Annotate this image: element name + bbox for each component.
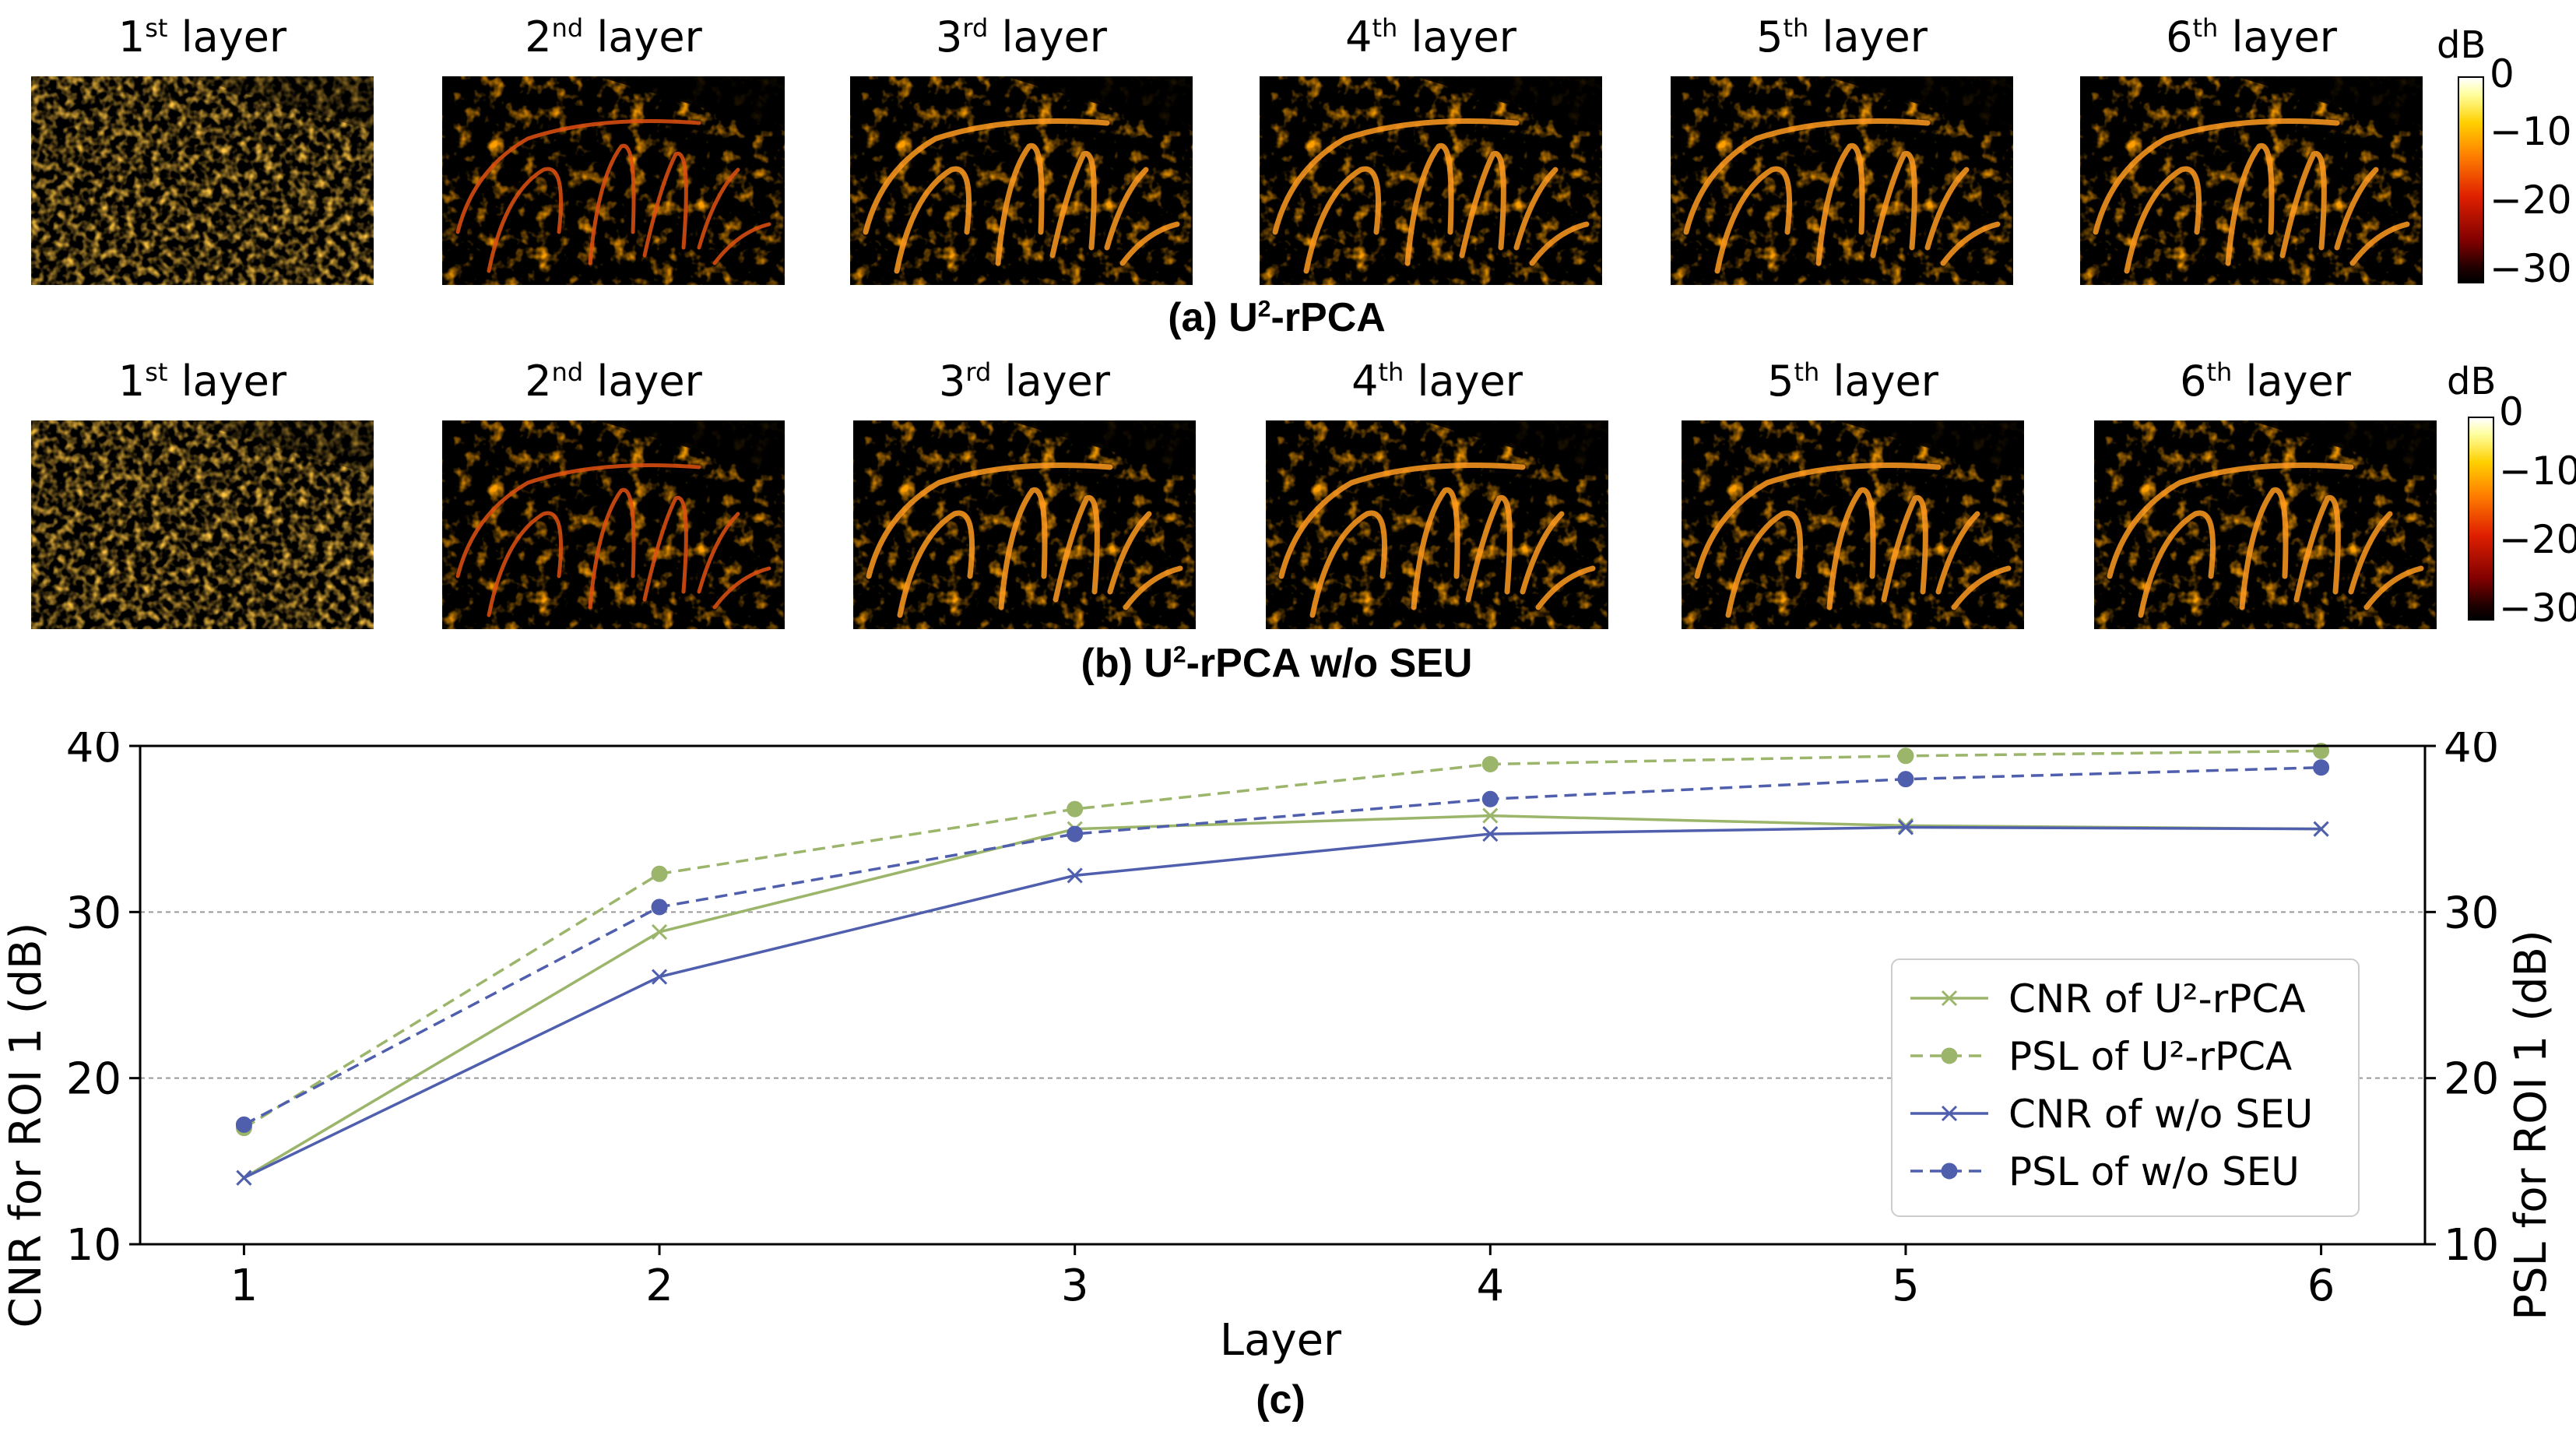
- colorbar-a-tick-30: −30: [2490, 246, 2572, 291]
- series-3-point: [1897, 771, 1914, 788]
- row-b-image-2: [442, 420, 785, 629]
- colorbar-a-tick-10: −10: [2490, 109, 2572, 154]
- colorbar-b: [2468, 417, 2494, 621]
- y-tick-label-right: 30: [2444, 888, 2499, 938]
- colorbar-b-tick-0: 0: [2499, 389, 2524, 434]
- colorbar-a-tick-20: −20: [2490, 178, 2572, 223]
- row-a-image-2: [442, 76, 785, 285]
- row-b-image-4: [1266, 420, 1608, 629]
- caption-a: (a) U2-rPCA: [1168, 295, 1386, 340]
- y-tick-label-right: 20: [2444, 1054, 2499, 1105]
- legend-marker-3: [1941, 1162, 1958, 1180]
- y-tick-label-right: 10: [2444, 1220, 2499, 1271]
- series-line-1: [243, 749, 2321, 1130]
- row-b-title-6: 6th layer: [2180, 357, 2351, 406]
- series-3-point: [651, 899, 668, 916]
- series-1-point: [1067, 800, 1084, 818]
- y-tick-label-left: 20: [66, 1054, 121, 1105]
- legend-label-3: PSL of w/o SEU: [2008, 1149, 2300, 1194]
- row-a-image-6: [2080, 76, 2423, 285]
- colorbar-b-unit: dB: [2447, 360, 2497, 403]
- series-3-point: [235, 1116, 252, 1133]
- row-a-title-1: 1st layer: [118, 12, 287, 62]
- series-2-point: [2313, 821, 2329, 837]
- series-1-point: [651, 865, 668, 882]
- row-a-title-3: 3rd layer: [936, 12, 1107, 62]
- caption-b: (b) U2-rPCA w/o SEU: [1081, 641, 1473, 686]
- legend-box: [1891, 958, 2360, 1217]
- series-2-point: [1482, 826, 1499, 842]
- x-tick-label: 4: [1476, 1261, 1504, 1311]
- series-0-point: [1897, 818, 1914, 834]
- colorbar-a: [2458, 76, 2484, 283]
- series-0-point: [651, 923, 668, 940]
- x-tick-label: 6: [2307, 1261, 2335, 1311]
- x-tick-label: 3: [1061, 1261, 1089, 1311]
- series-3-point: [2313, 759, 2330, 776]
- series-lines: [235, 742, 2330, 1186]
- legend-marker-2: [1941, 1105, 1958, 1122]
- row-a-image-4: [1260, 76, 1602, 285]
- row-b-image-5: [1682, 420, 2024, 629]
- y-tick-label-left: 10: [66, 1220, 121, 1271]
- legend-label-0: CNR of U²-rPCA: [2008, 976, 2306, 1022]
- tick-labels: 1 2 3 4 5 6 10 20 30 40 10 20 30 40: [66, 732, 2500, 1311]
- y-tick-label-left: 40: [66, 732, 121, 772]
- y-axis-label-left: CNR for ROI 1 (dB): [1, 923, 51, 1328]
- row-a-title-2: 2nd layer: [525, 12, 702, 62]
- plot-frame: [139, 744, 2427, 1246]
- colorbar-a-unit: dB: [2437, 23, 2486, 67]
- x-tick-label: 5: [1892, 1261, 1920, 1311]
- colorbar-b-tick-20: −20: [2499, 517, 2576, 562]
- y-tick-label-left: 30: [66, 888, 121, 938]
- series-2-point: [236, 1169, 252, 1186]
- row-b-title-1: 1st layer: [118, 357, 287, 406]
- colorbar-b-tick-30: −30: [2499, 586, 2576, 631]
- row-a-image-5: [1671, 76, 2013, 285]
- series-line-2: [243, 825, 2321, 1180]
- series-2-point: [1897, 819, 1914, 835]
- legend-marker-0: [1941, 990, 1958, 1007]
- series-line-3: [243, 765, 2321, 1126]
- row-b-title-3: 3rd layer: [939, 357, 1110, 406]
- series-line-0: [243, 814, 2321, 1180]
- series-3-point: [1481, 790, 1499, 807]
- legend-label-2: CNR of w/o SEU: [2008, 1092, 2313, 1137]
- y-axis-label-right: PSL for ROI 1 (dB): [2506, 930, 2557, 1321]
- row-b-title-5: 5th layer: [1767, 357, 1938, 406]
- colorbar-a-tick-0: 0: [2490, 51, 2514, 97]
- legend-label-1: PSL of U²-rPCA: [2008, 1034, 2292, 1079]
- series-2-point: [1067, 867, 1083, 884]
- row-b: 1st layer 2nd layer 3rd layer 4th layer 5th …: [0, 0, 2576, 701]
- colorbar-b-tick-10: −10: [2499, 448, 2576, 494]
- row-b-image-3: [853, 420, 1196, 629]
- series-1-point: [1897, 747, 1914, 765]
- series-2-point: [651, 969, 668, 985]
- row-a: 1st layer 2nd layer 3rd layer 4th layer 5th …: [0, 0, 2576, 340]
- series-1-point: [1481, 755, 1499, 772]
- row-a-image-1: [31, 76, 374, 285]
- line-chart: 1 2 3 4 5 6 10 20 30 40 10 20 30 40 CNR of U²-rPCA PSL…: [1, 732, 2557, 1366]
- legend: CNR of U²-rPCA PSL of U²-rPCA CNR of w/o S…: [1891, 958, 2360, 1217]
- row-b-title-4: 4th layer: [1351, 357, 1523, 406]
- row-a-title-6: 6th layer: [2166, 12, 2337, 62]
- axes: [139, 744, 2427, 1246]
- x-tick-label: 1: [230, 1261, 258, 1311]
- row-b-image-1: [31, 420, 374, 629]
- caption-c: (c): [1256, 1377, 1306, 1423]
- legend-marker-1: [1941, 1047, 1958, 1064]
- series-3-point: [1067, 825, 1084, 842]
- y-tick-label-right: 40: [2444, 732, 2499, 772]
- row-b-title-2: 2nd layer: [525, 357, 702, 406]
- row-a-title-5: 5th layer: [1756, 12, 1928, 62]
- row-a-title-4: 4th layer: [1345, 12, 1516, 62]
- x-tick-label: 2: [645, 1261, 673, 1311]
- row-b-image-6: [2094, 420, 2437, 629]
- row-a-image-3: [850, 76, 1193, 285]
- x-axis-label: Layer: [1220, 1315, 1342, 1366]
- series-0-point: [1482, 807, 1499, 824]
